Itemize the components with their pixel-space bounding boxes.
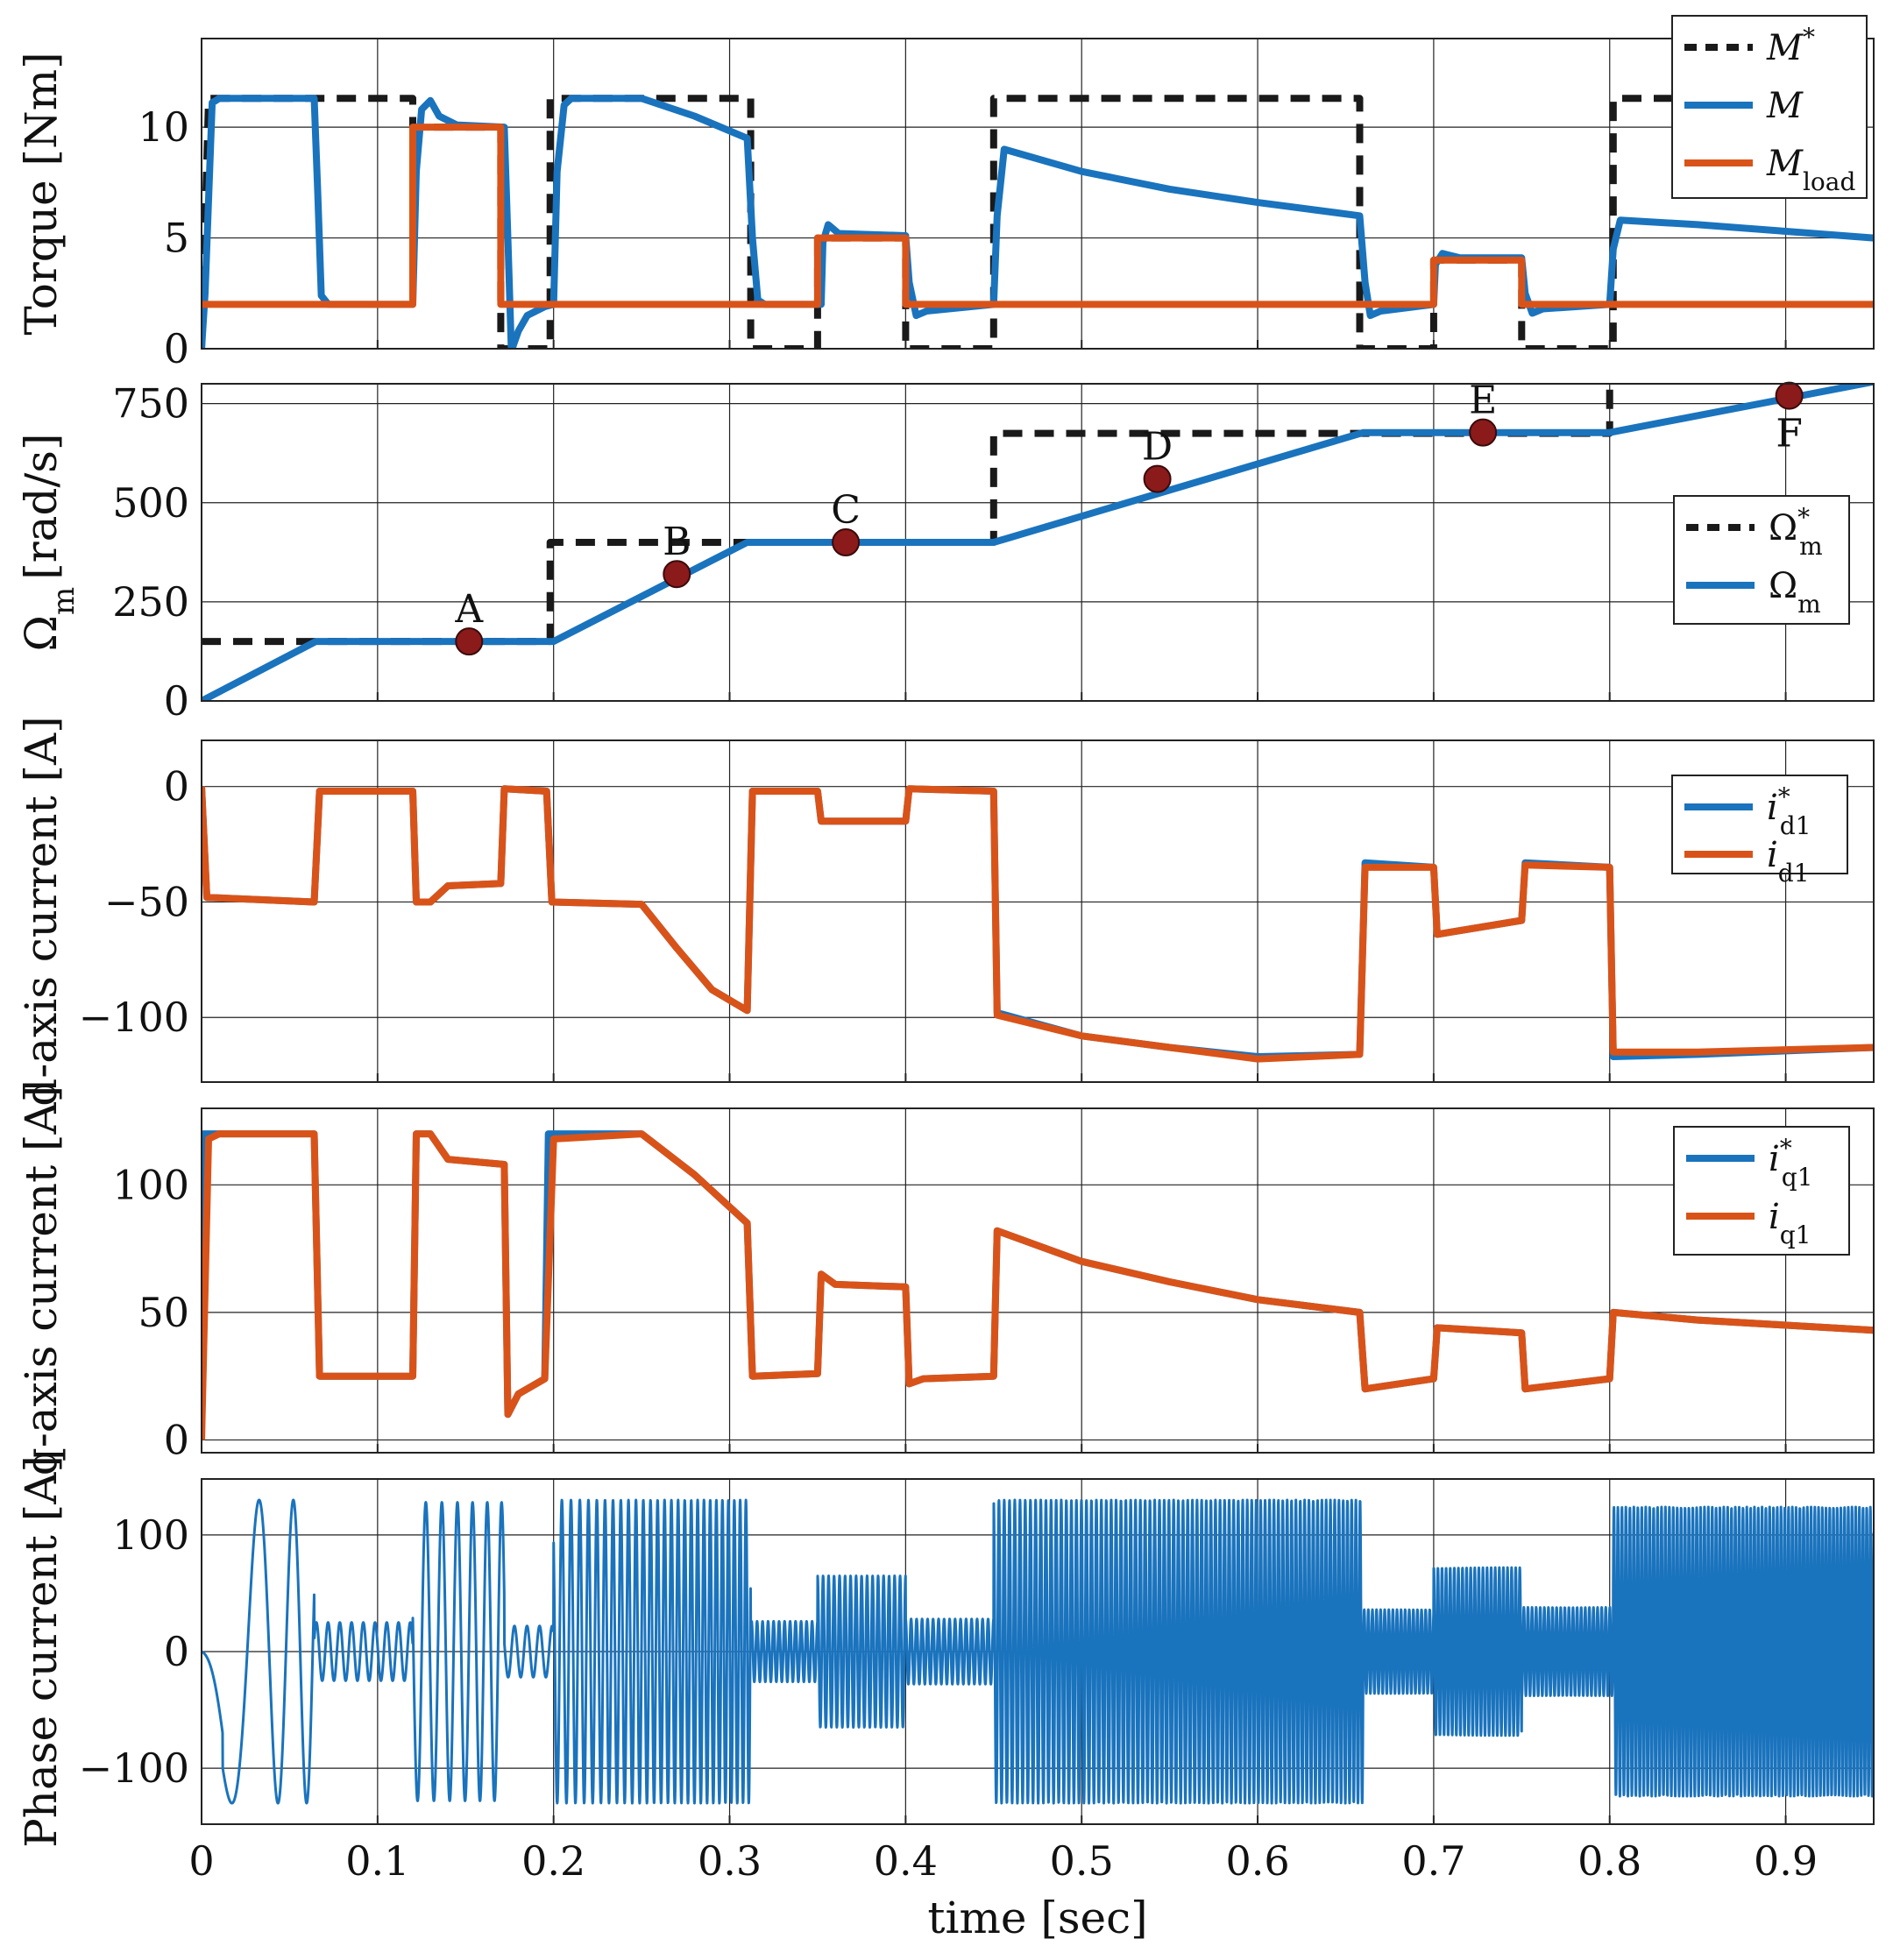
panel-q_current: 0 50 100 q-axis current [A] i* q1 iq1 (16, 1086, 1875, 1475)
series-group (202, 95, 1874, 349)
legend-label: M (1766, 86, 1804, 126)
y-tick-label: 0 (164, 1416, 189, 1463)
y-tick-label: 500 (112, 479, 189, 527)
marker-B (663, 560, 691, 589)
legend-label: Ω* m (1769, 503, 1823, 561)
series-line-phase-current (202, 1498, 1874, 1805)
legend-label: iq1 (1769, 1197, 1811, 1249)
y-tick-label: 250 (112, 578, 189, 626)
y-tick-label: 0 (164, 677, 189, 725)
series-line-id1 (202, 785, 1874, 1063)
legend-box (1673, 1126, 1850, 1256)
legend-label: id1 (1767, 835, 1810, 888)
axes-frame (201, 383, 1875, 702)
panel-speed: 0 250 500 750 Ωm[rad/s] A B C D E F Ω* mΩm (16, 379, 1875, 725)
marker-label-F: F (1776, 412, 1803, 456)
axes-frame (201, 739, 1875, 1083)
x-tick-label: 0.1 (345, 1837, 409, 1885)
x-axis-label: time [sec] (927, 1893, 1147, 1943)
series-group (202, 785, 1874, 1063)
y-tick-label: 50 (138, 1289, 189, 1336)
legend-label: i* d1 (1767, 782, 1811, 840)
panel-torque: 0 5 10 Torque [Nm] M* M Mload (16, 15, 1875, 372)
marker-label-E: E (1469, 379, 1497, 423)
y-tick-label: 100 (112, 1511, 189, 1559)
x-tick-label: 0.8 (1577, 1837, 1641, 1885)
series-line-M (202, 95, 1874, 349)
legend-label: i* q1 (1769, 1134, 1813, 1192)
y-tick-label: −100 (79, 1744, 189, 1792)
series-group (202, 384, 1874, 701)
y-tick-label: −50 (104, 878, 189, 925)
axes-frame (201, 1478, 1875, 1825)
y-axis-label: Ωm[rad/s] (16, 434, 82, 652)
x-tick-label: 0.9 (1754, 1837, 1818, 1885)
series-line-id1- (202, 785, 1874, 1060)
y-axis-label: q-axis current [A] (16, 1086, 67, 1475)
marker-F (1775, 381, 1804, 410)
marker-label-B: B (663, 520, 691, 564)
y-tick-label: 5 (164, 215, 189, 262)
series-line--m (202, 384, 1874, 701)
marker-C (832, 528, 861, 556)
series-line-iq1- (202, 1130, 1874, 1440)
x-tick-label: 0 (188, 1837, 214, 1885)
x-tick-label: 0.4 (874, 1837, 938, 1885)
y-tick-label: 0 (164, 763, 189, 810)
axes-frame (201, 1107, 1875, 1454)
y-tick-label: 100 (112, 1161, 189, 1208)
y-tick-label: 750 (112, 380, 189, 428)
legend-label: Ωm (1769, 566, 1821, 619)
y-tick-label: 0 (164, 1628, 189, 1675)
marker-label-A: A (454, 587, 484, 632)
series-group (202, 1130, 1874, 1440)
legend-label: Mload (1766, 144, 1855, 196)
series-line-Mload (202, 124, 1874, 308)
x-tick-label: 0.6 (1225, 1837, 1289, 1885)
grid-lines (201, 740, 1874, 1082)
marker-E (1469, 418, 1498, 447)
y-axis-label: Phase current [A] (16, 1455, 67, 1848)
legend: M* M Mload (1671, 15, 1868, 199)
series-line-iq1 (202, 1130, 1874, 1440)
marker-label-D: D (1142, 425, 1173, 470)
y-tick-label: 10 (138, 103, 189, 151)
legend: i* q1 iq1 (1673, 1126, 1850, 1256)
marker-D (1143, 464, 1172, 493)
legend-label: M* (1766, 23, 1815, 69)
y-tick-label: 0 (164, 325, 189, 372)
axes-frame (201, 38, 1875, 350)
marker-label-C: C (831, 488, 861, 533)
y-axis-label: Torque [Nm] (16, 52, 67, 335)
x-tick-label: 0.2 (521, 1837, 585, 1885)
y-axis-label: d-axis current [A] (16, 716, 67, 1106)
legend-box (1673, 495, 1850, 625)
x-tick-label: 0.5 (1050, 1837, 1114, 1885)
x-tick-label: 0.3 (698, 1837, 762, 1885)
marker-A (455, 627, 484, 656)
y-tick-label: −100 (79, 994, 189, 1041)
legend: Ω* mΩm (1673, 495, 1850, 625)
panel-phase_current: −100 0 100 0 0.1 0.2 0.3 0.4 0.5 0.6 0.7 0.8 0.9 Phas… (16, 1455, 1875, 1943)
series-group (202, 1498, 1874, 1805)
x-tick-label: 0.7 (1401, 1837, 1465, 1885)
legend-box (1671, 775, 1848, 874)
